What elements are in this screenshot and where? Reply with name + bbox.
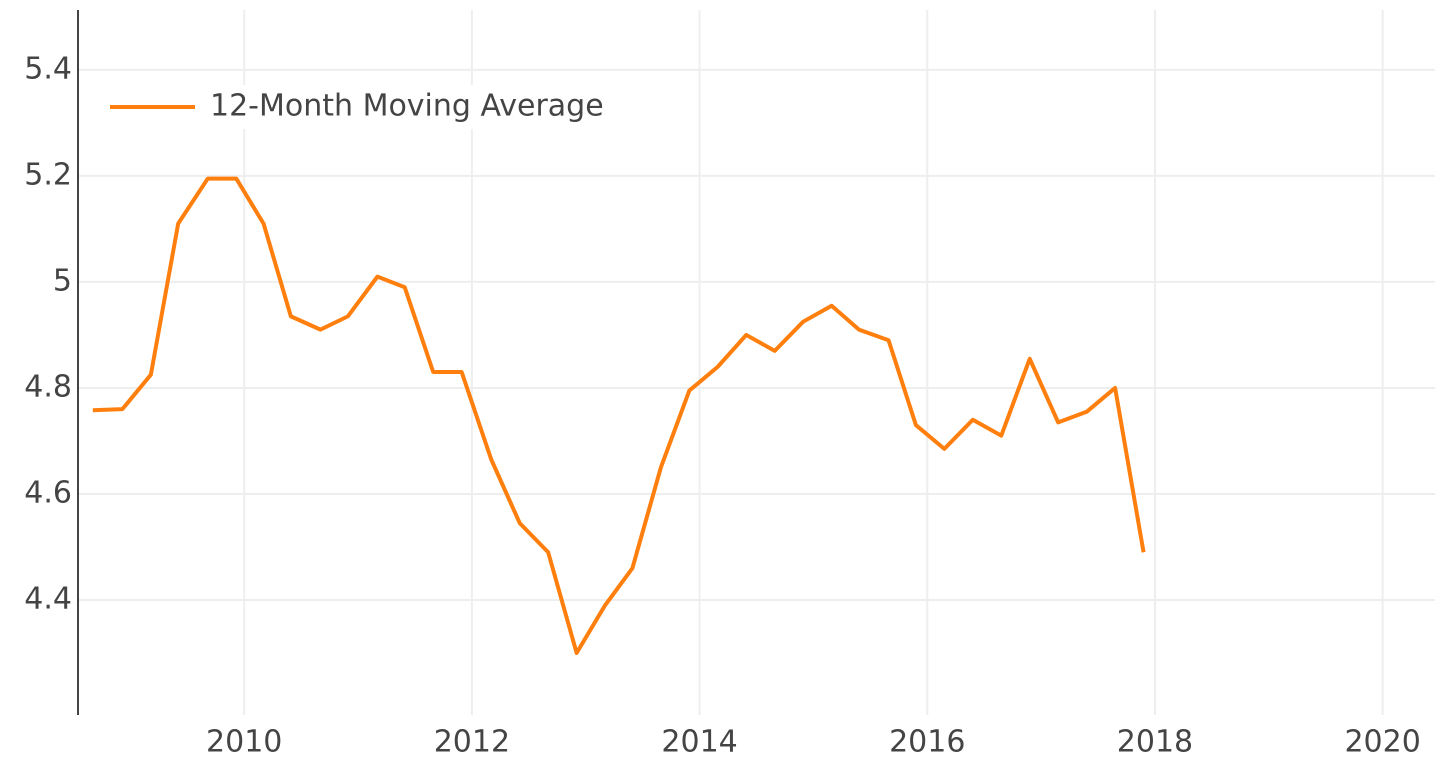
y-tick-label: 4.8 <box>24 369 72 404</box>
y-tick-label: 4.6 <box>24 475 72 510</box>
line <box>92 176 1146 655</box>
x-tick-label: 2018 <box>1117 725 1193 760</box>
x-tick-label: 2016 <box>889 725 965 760</box>
y-tick-label: 5 <box>53 263 72 298</box>
y-tick-label: 4.4 <box>24 581 72 616</box>
x-tick-label: 2010 <box>206 725 282 760</box>
legend-label: 12-Month Moving Average <box>210 89 604 124</box>
x-tick-label: 2012 <box>434 725 510 760</box>
x-tick-label: 2020 <box>1344 725 1420 760</box>
y-tick-label: 5.2 <box>24 157 72 192</box>
y-tick-label: 5.4 <box>24 51 72 86</box>
x-tick-label: 2014 <box>661 725 737 760</box>
